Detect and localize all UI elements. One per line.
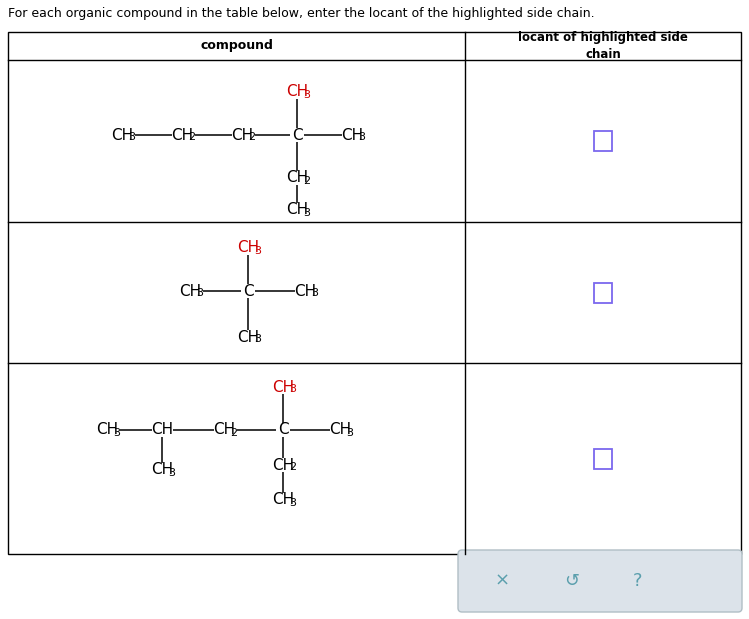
Text: 3: 3 [303, 207, 311, 217]
Text: CH: CH [294, 284, 316, 298]
Text: 3: 3 [312, 288, 318, 298]
Text: ↺: ↺ [565, 572, 580, 590]
Text: 3: 3 [290, 498, 297, 508]
Text: CH: CH [329, 423, 351, 438]
Text: 2: 2 [231, 428, 237, 438]
Text: ?: ? [633, 572, 643, 590]
Text: CH: CH [179, 284, 201, 298]
Text: CH: CH [272, 493, 294, 508]
Text: 3: 3 [347, 428, 354, 438]
Text: locant of highlighted side
chain: locant of highlighted side chain [518, 32, 688, 61]
Text: C: C [291, 128, 303, 142]
Text: 3: 3 [359, 132, 366, 142]
Text: 2: 2 [290, 462, 297, 472]
Text: 3: 3 [129, 132, 136, 142]
Text: CH: CH [286, 170, 308, 186]
Text: CH: CH [231, 128, 253, 142]
Bar [8, 32, 741, 554]
Text: CH: CH [272, 457, 294, 472]
Bar [594, 131, 612, 151]
Bar [594, 449, 612, 469]
Text: C: C [243, 284, 253, 298]
Text: 2: 2 [189, 132, 195, 142]
Text: ×: × [494, 572, 509, 590]
Text: CH: CH [96, 423, 118, 438]
Text: CH: CH [286, 85, 308, 100]
Text: 3: 3 [169, 467, 175, 477]
Text: CH: CH [286, 202, 308, 217]
Text: compound: compound [200, 40, 273, 53]
Text: CH: CH [151, 462, 173, 477]
Text: For each organic compound in the table below, enter the locant of the highlighte: For each organic compound in the table b… [8, 7, 595, 20]
Text: 3: 3 [114, 428, 121, 438]
Text: CH: CH [111, 128, 133, 142]
Text: CH: CH [213, 423, 235, 438]
Text: C: C [278, 423, 288, 438]
Text: CH: CH [171, 128, 193, 142]
Text: 2: 2 [303, 176, 311, 186]
Text: 3: 3 [196, 288, 204, 298]
Text: 3: 3 [290, 384, 297, 394]
Text: 2: 2 [249, 132, 255, 142]
Text: CH: CH [237, 329, 259, 345]
Text: CH: CH [151, 423, 173, 438]
Text: CH: CH [272, 379, 294, 394]
Text: 3: 3 [255, 246, 261, 256]
FancyBboxPatch shape [458, 550, 742, 612]
Text: CH: CH [341, 128, 363, 142]
Text: 3: 3 [303, 90, 311, 100]
Text: CH: CH [237, 241, 259, 256]
Text: 3: 3 [255, 334, 261, 345]
Bar [594, 282, 612, 303]
